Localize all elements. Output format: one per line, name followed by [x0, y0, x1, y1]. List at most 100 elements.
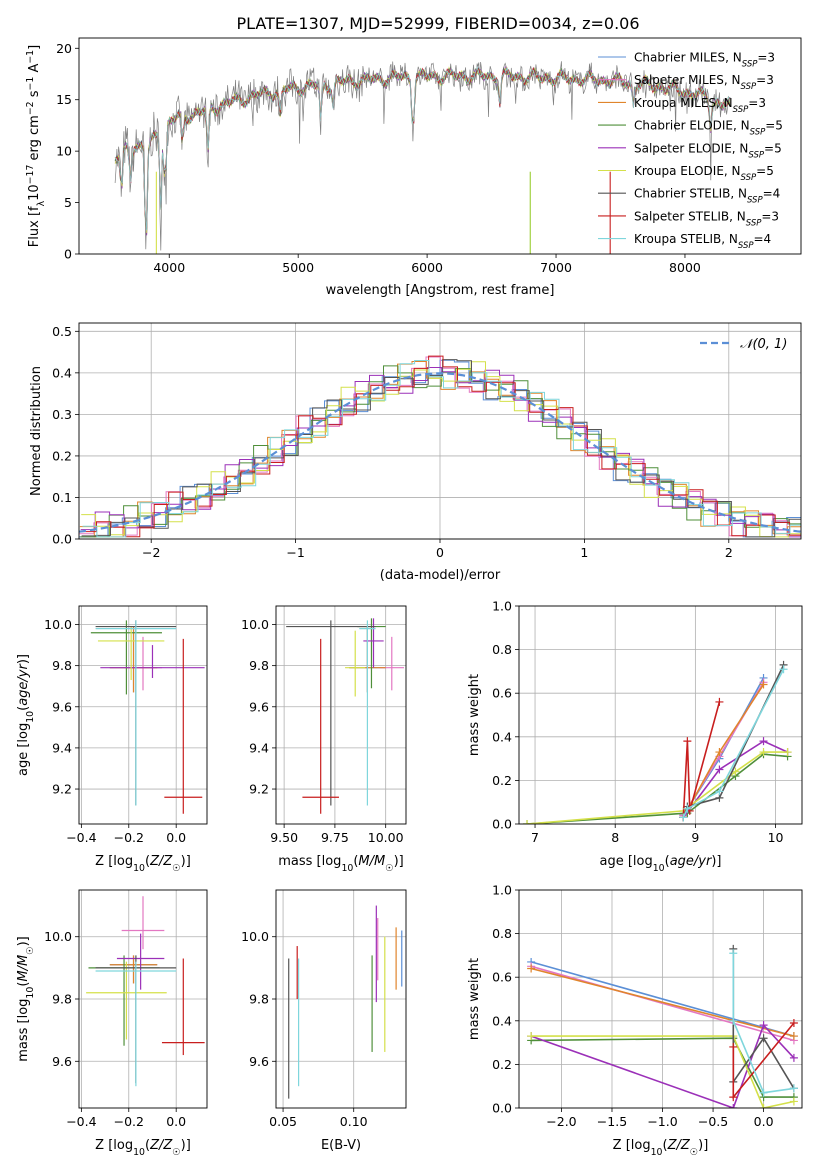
- series-marker: [715, 697, 724, 706]
- axis-ticks: 7 8 9 10 0.0 0.2 0.4 0.6 0.8 1.0: [492, 599, 783, 846]
- y-tick-label: 9.4: [52, 740, 72, 755]
- y-tick-label: 0.6: [492, 970, 512, 985]
- y-tick-label: 10.0: [241, 929, 269, 944]
- series-marker: [729, 949, 738, 958]
- series-marker: [779, 665, 788, 674]
- series-marker: [759, 748, 768, 757]
- x-tick-label: −1.0: [647, 1114, 677, 1129]
- y-tick-label: 0.3: [52, 407, 72, 422]
- series-marker: [759, 1021, 768, 1030]
- y-tick-label: 10.0: [44, 617, 72, 632]
- axes-frame: [78, 322, 802, 540]
- histogram-step: [80, 365, 801, 538]
- axis-ticks: −2 −1 0 1 2 0.0 0.1 0.2 0.3 0.4 0.5: [52, 324, 733, 560]
- y-axis-label: mass [log10(M/M☉)]: [16, 936, 36, 1062]
- legend: Chabrier MILES, NSSP=3 Salpeter MILES, NS…: [598, 51, 783, 251]
- histogram-step: [80, 367, 801, 538]
- grid-lines: [79, 606, 207, 824]
- x-tick-label: 10: [768, 830, 784, 845]
- y-tick-label: 9.6: [52, 1054, 72, 1069]
- series-marker: [789, 1097, 798, 1106]
- axes-frame: [78, 605, 208, 825]
- series-marker: [679, 813, 688, 822]
- spectrum-model-line: [114, 65, 731, 236]
- plot-area: [523, 660, 792, 824]
- x-tick-label: −0.2: [114, 830, 144, 845]
- series-marker: [527, 964, 536, 973]
- series-marker: [523, 820, 532, 824]
- plot-area: [288, 905, 403, 1099]
- series-marker: [715, 787, 724, 796]
- panel-spectrum: 4000 5000 6000 7000 8000 0 5 10 15 20 wavelength […: [25, 37, 802, 298]
- series-marker: [789, 1032, 798, 1041]
- x-tick-label: 6000: [411, 260, 443, 275]
- series-marker: [729, 1042, 738, 1051]
- plot-area: [286, 618, 404, 814]
- series-line: [530, 965, 795, 1042]
- x-tick-label: −2: [142, 545, 160, 560]
- series-line: [531, 1035, 795, 1108]
- y-tick-label: 0.8: [492, 642, 512, 657]
- y-tick-label: 0.8: [492, 926, 512, 941]
- x-tick-label: −0.4: [66, 1114, 96, 1129]
- x-axis-label: Z [log10(Z/Z☉)]: [95, 1138, 191, 1158]
- series-line: [530, 967, 795, 1037]
- y-tick-label: 9.4: [249, 740, 269, 755]
- x-tick-label: 7000: [540, 260, 572, 275]
- spectrum-data-line: [114, 61, 731, 251]
- y-tick-label: 9.6: [249, 699, 269, 714]
- x-axis-label: mass [log10(M/M☉)]: [278, 854, 404, 874]
- series-line: [526, 751, 788, 824]
- x-axis-label: Z [log10(Z/Z☉)]: [613, 1138, 709, 1158]
- plot-area: [114, 61, 731, 254]
- y-tick-label: 15: [56, 92, 72, 107]
- y-tick-label: 0.0: [492, 1101, 512, 1116]
- y-tick-label: 5: [64, 195, 72, 210]
- axes-frame: [275, 889, 407, 1109]
- y-tick-label: 1.0: [492, 883, 512, 898]
- series-marker: [759, 680, 768, 689]
- x-tick-label: 2: [725, 545, 733, 560]
- x-axis-label: Z [log10(Z/Z☉)]: [95, 854, 191, 874]
- legend-label: Salpeter MILES, NSSP=3: [634, 73, 774, 92]
- x-tick-label: 7: [531, 830, 539, 845]
- x-tick-label: 8000: [669, 260, 701, 275]
- series-marker: [683, 737, 692, 746]
- y-tick-label: 9.8: [52, 992, 72, 1007]
- series-marker: [789, 1084, 798, 1093]
- y-axis-label: mass weight: [467, 958, 482, 1040]
- y-tick-label: 9.6: [249, 1054, 269, 1069]
- series-marker: [729, 1093, 738, 1102]
- series-line: [682, 664, 785, 818]
- y-axis-label: Normed distribution: [29, 366, 44, 496]
- axes-frame: [518, 605, 803, 825]
- axes-frame: [518, 889, 803, 1109]
- y-axis-label: age [log10(age/yr)]: [16, 654, 36, 776]
- panel-mass_vs_Z: −0.4 −0.2 0.0 9.6 9.8 10.0 Z [log10(Z/Z☉)] mass…: [16, 889, 208, 1158]
- legend-label: Chabrier STELIB, NSSP=4: [634, 187, 780, 206]
- axis-ticks: 4000 5000 6000 7000 8000 0 5 10 15 20: [56, 41, 701, 275]
- x-tick-label: 0.0: [754, 1114, 774, 1129]
- series-marker: [729, 1016, 738, 1025]
- grid-lines: [79, 890, 207, 1108]
- series-line: [682, 668, 785, 818]
- panel-mass_weight_vs_Z: −2.0 −1.5 −1.0 −0.5 0.0 0.0 0.2 0.4 0.6 0.8 1.0 Z […: [467, 883, 803, 1158]
- series-marker: [789, 1053, 798, 1062]
- x-tick-label: −2.0: [546, 1114, 576, 1129]
- plot-area: [86, 896, 205, 1087]
- panel-mass_vs_ebv: 0.05 0.10 9.6 9.8 10.0 E(B-V): [241, 889, 407, 1153]
- x-axis-label: E(B-V): [321, 1138, 361, 1153]
- series-line: [682, 740, 788, 818]
- y-tick-label: 9.2: [52, 782, 72, 797]
- legend-label: Chabrier MILES, NSSP=3: [634, 51, 775, 70]
- legend-label: Kroupa STELIB, NSSP=4: [634, 232, 771, 251]
- x-tick-label: 0: [436, 545, 444, 560]
- panel-residuals: −2 −1 0 1 2 0.0 0.1 0.2 0.3 0.4 0.5 𝒩(0, 1) (data-mo…: [29, 322, 802, 583]
- y-tick-label: 9.8: [249, 992, 269, 1007]
- y-tick-label: 1.0: [492, 599, 512, 614]
- x-tick-label: −1.5: [597, 1114, 627, 1129]
- x-tick-label: 5000: [282, 260, 314, 275]
- figure-title: PLATE=1307, MJD=52999, FIBERID=0034, z=0…: [236, 14, 639, 33]
- axis-ticks: 0.05 0.10 9.6 9.8 10.0: [241, 929, 368, 1129]
- axis-ticks: 9.50 9.75 10.00 9.2 9.4 9.6 9.8 10.0: [241, 617, 403, 845]
